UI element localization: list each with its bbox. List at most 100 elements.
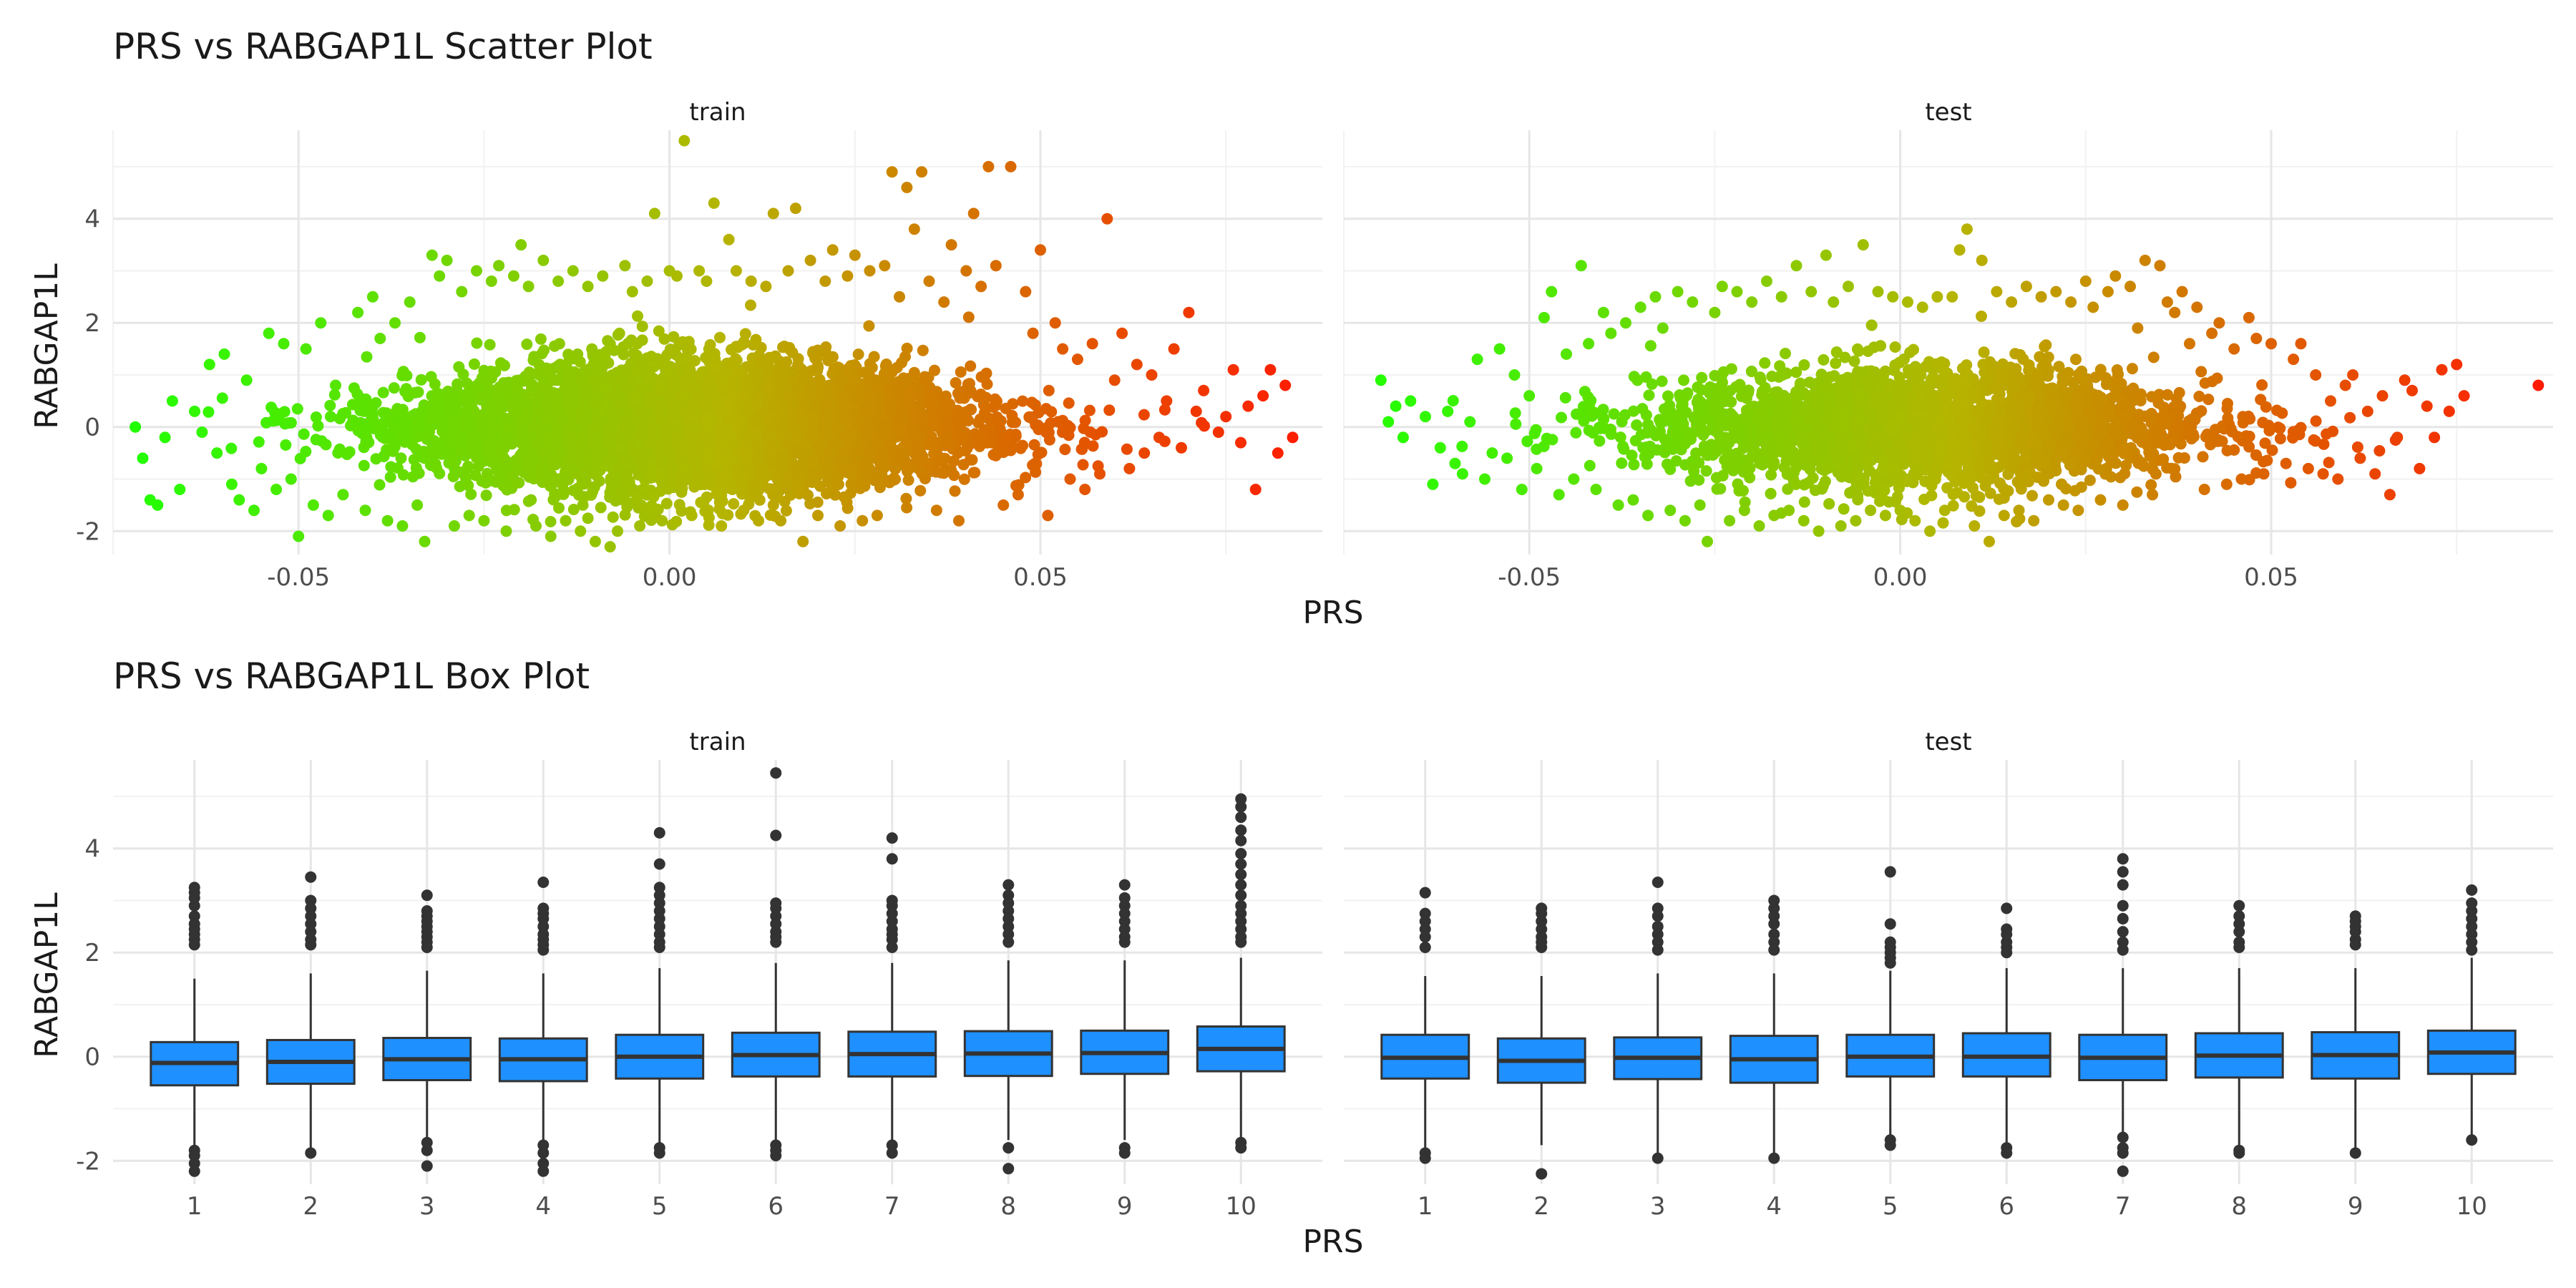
scatter-core-cloud	[203, 299, 1210, 531]
scatter-point	[900, 492, 912, 504]
scatter-point	[864, 388, 876, 400]
scatter-point	[291, 403, 303, 415]
scatter-point	[947, 455, 960, 467]
scatter-point	[967, 467, 980, 479]
scatter-point	[780, 504, 792, 517]
scatter-point	[914, 484, 927, 497]
scatter-point	[1063, 397, 1075, 409]
scatter-point	[965, 360, 977, 372]
scatter-point	[567, 504, 580, 515]
scatter-point	[1032, 419, 1044, 431]
scatter-point	[714, 331, 726, 343]
scatter-point	[445, 397, 457, 409]
scatter-point	[507, 470, 519, 482]
scatter-point	[599, 351, 611, 363]
scatter-point	[792, 481, 804, 493]
scatter-point	[370, 453, 382, 465]
scatter-point	[990, 447, 1002, 459]
scatter-point	[582, 512, 594, 525]
scatter-point	[480, 489, 492, 502]
scatter-point	[310, 411, 322, 423]
scatter-point	[743, 378, 755, 390]
scatter-point	[949, 485, 961, 497]
scatter-point	[794, 386, 806, 399]
scatter-point	[325, 411, 336, 423]
scatter-point	[484, 338, 496, 351]
scatter-point	[822, 354, 834, 366]
scatter-point	[695, 497, 707, 509]
scatter-point	[468, 358, 480, 370]
scatter-point	[811, 496, 824, 508]
scatter-point	[852, 348, 864, 361]
scatter-point	[411, 425, 424, 437]
scatter-point	[961, 442, 973, 454]
scatter-point	[841, 401, 853, 413]
scatter-point	[1083, 404, 1096, 416]
scatter-point	[576, 477, 588, 489]
scatter-point	[853, 479, 865, 492]
scatter-point	[669, 400, 681, 412]
scatter-point	[465, 488, 477, 500]
scatter-point	[415, 374, 427, 386]
scatter-point	[869, 374, 882, 386]
scatter-point	[1079, 414, 1091, 426]
scatter-point	[657, 406, 669, 419]
scatter-point	[374, 479, 386, 491]
scatter-point	[461, 377, 473, 389]
scatter-point	[377, 406, 389, 419]
scatter-point	[312, 420, 324, 432]
scatter-point	[1090, 429, 1102, 441]
scatter-point	[434, 467, 446, 479]
scatter-point	[1121, 443, 1133, 455]
scatter-point	[504, 387, 517, 399]
scatter-point	[401, 369, 413, 381]
scatter-point	[927, 418, 939, 430]
scatter-point	[645, 351, 658, 363]
scatter-point	[300, 446, 312, 457]
scatter-point	[451, 384, 463, 396]
scatter-point	[436, 446, 448, 457]
scatter-point	[431, 387, 443, 399]
scatter-point	[410, 443, 422, 455]
scatter-point	[958, 473, 970, 485]
scatter-point	[721, 394, 733, 406]
scatter-point	[728, 498, 740, 510]
scatter-point	[462, 424, 474, 436]
scatter-point	[1138, 409, 1150, 421]
scatter-point	[716, 507, 728, 519]
scatter-point	[771, 492, 784, 503]
scatter-point	[1007, 398, 1019, 410]
scatter-point	[1052, 416, 1064, 428]
scatter-point	[1041, 421, 1053, 434]
scatter-point	[1017, 395, 1029, 407]
scatter-point	[670, 515, 683, 527]
scatter-point	[553, 502, 565, 514]
scatter-point	[965, 404, 977, 416]
scatter-point	[384, 471, 396, 483]
scatter-point	[449, 462, 461, 474]
scatter-panel-label-train: train	[689, 98, 746, 127]
scatter-point	[621, 497, 633, 509]
scatter-point	[428, 414, 440, 426]
scatter-point	[298, 428, 310, 440]
scatter-point	[776, 464, 789, 477]
scatter-point	[777, 370, 789, 382]
scatter-point	[469, 449, 482, 462]
scatter-point	[358, 459, 370, 472]
scatter-point	[677, 336, 688, 348]
scatter-point	[966, 454, 978, 466]
scatter-point	[265, 401, 278, 414]
scatter-point	[388, 382, 400, 394]
scatter-point	[267, 415, 279, 427]
scatter-point	[1059, 444, 1071, 456]
scatter-point	[400, 419, 412, 431]
scatter-point	[1029, 399, 1041, 411]
scatter-point	[310, 434, 322, 446]
scatter-point	[668, 381, 680, 393]
scatter-point	[347, 414, 359, 426]
scatter-point	[400, 383, 412, 395]
scatter-point	[1078, 436, 1091, 449]
scatter-point	[385, 461, 397, 473]
scatter-point	[332, 447, 344, 459]
